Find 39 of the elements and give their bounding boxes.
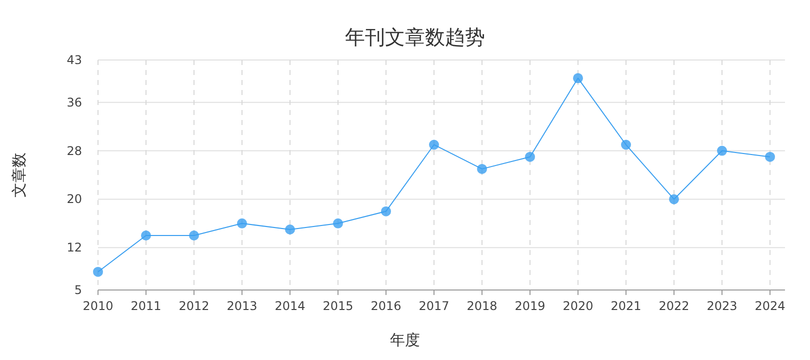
x-tick-label: 2021 [610,299,642,313]
x-tick-label: 2024 [754,299,786,313]
y-axis-title: 文章数 [10,152,28,198]
x-tick-label: 2014 [274,299,306,313]
y-tick-label: 5 [74,283,82,297]
x-tick-label: 2012 [178,299,210,313]
point [93,266,103,277]
x-tick-label: 2016 [370,299,402,313]
y-tick-label: 28 [66,144,82,158]
point [621,140,631,150]
x-tick-label: 2013 [226,299,258,313]
y-tick-label: 43 [66,53,82,67]
point [237,218,247,228]
x-tick-label: 2011 [130,299,162,313]
point [333,218,343,228]
point [141,230,151,241]
x-tick-label: 2019 [514,299,546,313]
x-axis-title: 年度 [390,331,420,349]
y-tick-label: 12 [66,240,82,255]
x-tick-label: 2023 [706,299,738,313]
y-tick-label: 20 [66,192,82,206]
point [381,206,391,216]
point [429,140,439,150]
x-tick-label: 2010 [82,299,114,313]
point [765,152,775,162]
point [717,146,727,156]
x-tick-label: 2020 [562,299,594,313]
y-tick-label: 36 [66,95,82,110]
point [525,152,535,162]
chart-title: 年刊文章数趋势 [345,25,485,49]
x-tick-label: 2017 [418,299,450,313]
point [189,230,199,241]
x-tick-label: 2022 [658,299,690,313]
point [477,164,487,174]
point [285,224,295,234]
point [573,73,583,84]
x-tick-label: 2015 [322,299,354,313]
point [669,194,679,204]
x-tick-label: 2018 [466,299,498,313]
